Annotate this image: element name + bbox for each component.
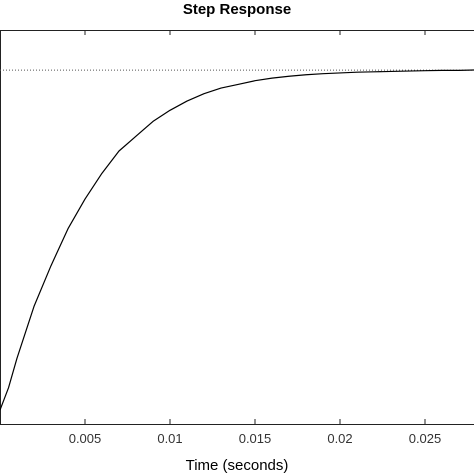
x-axis-label: Time (seconds) [186,457,289,474]
plot-axes [0,30,474,425]
x-tick-label: 0.005 [69,431,102,446]
plot-frame [0,30,474,425]
x-tick-label: 0.01 [157,431,182,446]
series-line-0 [0,69,474,411]
chart-title: Step Response [183,1,291,18]
x-ticks: 0.005 0.01 0.015 0.02 0.025 [69,30,442,446]
x-tick-label: 0.02 [327,431,352,446]
x-tick-label: 0.015 [239,431,272,446]
x-tick-label: 0.025 [409,431,442,446]
series-group [0,69,474,411]
